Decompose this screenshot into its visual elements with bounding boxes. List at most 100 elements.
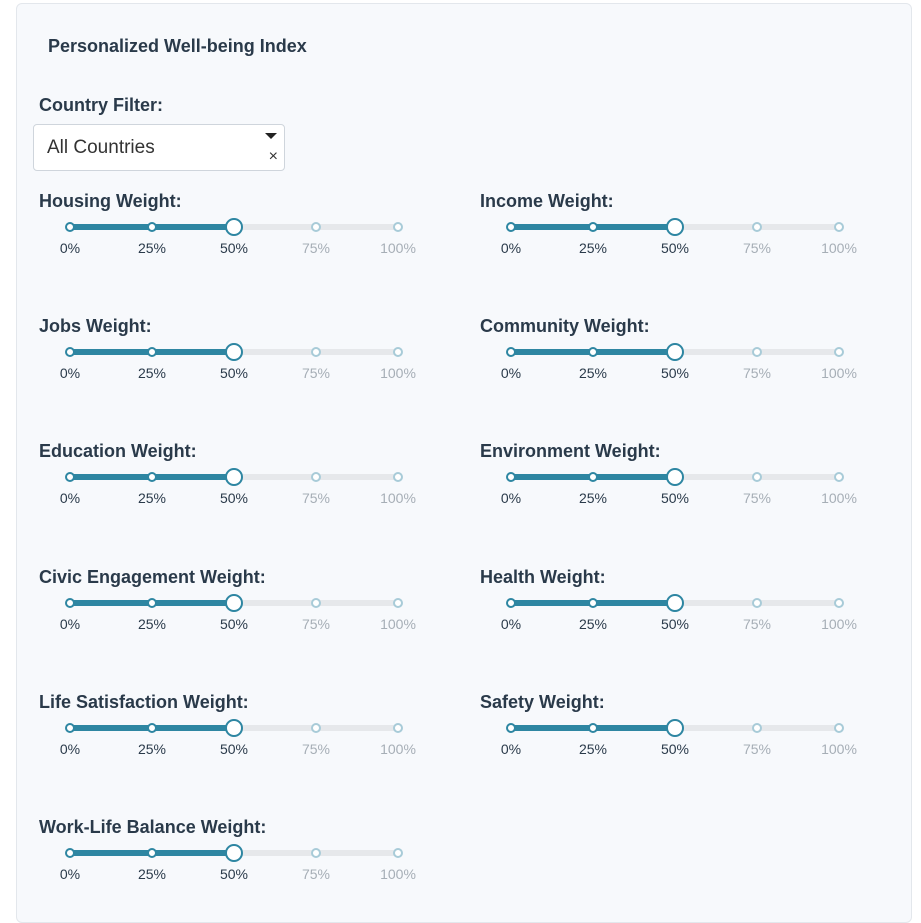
- slider-step-dot[interactable]: [588, 222, 598, 232]
- slider-step-dot[interactable]: [65, 848, 75, 858]
- slider-step-dot[interactable]: [393, 723, 403, 733]
- slider-handle[interactable]: [225, 719, 243, 737]
- slider-step-dot[interactable]: [147, 848, 157, 858]
- slider-label: Education Weight:: [39, 441, 197, 461]
- slider-handle[interactable]: [666, 343, 684, 361]
- slider-step-dot[interactable]: [393, 347, 403, 357]
- slider-track[interactable]: [65, 468, 403, 486]
- slider-label: Health Weight:: [480, 567, 606, 587]
- slider-mark-label: 25%: [137, 490, 167, 506]
- weight-slider[interactable]: Safety Weight: 0% 25% 50% 75% 100%: [480, 692, 880, 772]
- slider-step-dot[interactable]: [393, 472, 403, 482]
- slider-step-dot[interactable]: [588, 347, 598, 357]
- slider-mark-label: 0%: [500, 616, 522, 632]
- slider-step-dot[interactable]: [393, 222, 403, 232]
- slider-mark-label: 25%: [578, 240, 608, 256]
- slider-mark-label: 25%: [137, 365, 167, 381]
- slider-step-dot[interactable]: [393, 598, 403, 608]
- country-filter-dropdown[interactable]: All Countries ×: [33, 124, 285, 171]
- country-filter-value: All Countries: [47, 137, 155, 158]
- slider-step-dot[interactable]: [311, 848, 321, 858]
- slider-step-dot[interactable]: [311, 723, 321, 733]
- slider-step-dot[interactable]: [311, 347, 321, 357]
- slider-track[interactable]: [506, 343, 844, 361]
- weight-slider[interactable]: Life Satisfaction Weight: 0% 25% 50% 75% 100%: [39, 692, 439, 772]
- slider-mark-label: 0%: [59, 365, 81, 381]
- slider-step-dot[interactable]: [834, 723, 844, 733]
- caret-down-icon[interactable]: [265, 133, 277, 139]
- slider-track[interactable]: [506, 468, 844, 486]
- slider-step-dot[interactable]: [65, 222, 75, 232]
- slider-track[interactable]: [506, 594, 844, 612]
- slider-track[interactable]: [65, 343, 403, 361]
- slider-mark-label: 50%: [660, 365, 690, 381]
- slider-label: Community Weight:: [480, 316, 650, 336]
- slider-step-dot[interactable]: [588, 598, 598, 608]
- slider-step-dot[interactable]: [311, 598, 321, 608]
- weight-slider[interactable]: Education Weight: 0% 25% 50% 75% 100%: [39, 441, 439, 521]
- slider-mark-label: 100%: [380, 616, 416, 632]
- slider-mark-label: 75%: [301, 490, 331, 506]
- weight-slider[interactable]: Income Weight: 0% 25% 50% 75% 100%: [480, 191, 880, 271]
- slider-step-dot[interactable]: [506, 222, 516, 232]
- clear-icon[interactable]: ×: [268, 148, 278, 165]
- slider-step-dot[interactable]: [147, 723, 157, 733]
- slider-step-dot[interactable]: [588, 723, 598, 733]
- slider-step-dot[interactable]: [752, 472, 762, 482]
- slider-step-dot[interactable]: [147, 222, 157, 232]
- slider-handle[interactable]: [225, 468, 243, 486]
- slider-step-dot[interactable]: [752, 723, 762, 733]
- country-filter-label: Country Filter:: [39, 95, 163, 115]
- weight-slider[interactable]: Jobs Weight: 0% 25% 50% 75% 100%: [39, 316, 439, 396]
- slider-step-dot[interactable]: [752, 222, 762, 232]
- weight-slider[interactable]: Health Weight: 0% 25% 50% 75% 100%: [480, 567, 880, 647]
- slider-track[interactable]: [65, 218, 403, 236]
- slider-handle[interactable]: [666, 218, 684, 236]
- slider-handle[interactable]: [225, 594, 243, 612]
- slider-step-dot[interactable]: [506, 347, 516, 357]
- page-title: Personalized Well-being Index: [48, 36, 307, 56]
- weight-slider[interactable]: Civic Engagement Weight: 0% 25% 50% 75% 100%: [39, 567, 439, 647]
- slider-step-dot[interactable]: [65, 472, 75, 482]
- slider-step-dot[interactable]: [506, 472, 516, 482]
- slider-step-dot[interactable]: [147, 472, 157, 482]
- weight-slider[interactable]: Environment Weight: 0% 25% 50% 75% 100%: [480, 441, 880, 521]
- slider-mark-label: 50%: [219, 240, 249, 256]
- slider-step-dot[interactable]: [311, 472, 321, 482]
- slider-step-dot[interactable]: [311, 222, 321, 232]
- slider-step-dot[interactable]: [834, 347, 844, 357]
- slider-handle[interactable]: [225, 343, 243, 361]
- slider-track[interactable]: [65, 844, 403, 862]
- slider-handle[interactable]: [225, 218, 243, 236]
- slider-step-dot[interactable]: [65, 347, 75, 357]
- slider-handle[interactable]: [666, 719, 684, 737]
- slider-step-dot[interactable]: [834, 598, 844, 608]
- slider-handle[interactable]: [666, 468, 684, 486]
- slider-track[interactable]: [506, 218, 844, 236]
- slider-mark-label: 25%: [137, 616, 167, 632]
- slider-mark-label: 0%: [500, 490, 522, 506]
- slider-mark-label: 100%: [380, 365, 416, 381]
- slider-mark-label: 0%: [59, 866, 81, 882]
- slider-step-dot[interactable]: [506, 723, 516, 733]
- slider-handle[interactable]: [225, 844, 243, 862]
- slider-step-dot[interactable]: [752, 347, 762, 357]
- weight-slider[interactable]: Community Weight: 0% 25% 50% 75% 100%: [480, 316, 880, 396]
- slider-step-dot[interactable]: [147, 598, 157, 608]
- slider-step-dot[interactable]: [834, 472, 844, 482]
- slider-step-dot[interactable]: [65, 598, 75, 608]
- slider-handle[interactable]: [666, 594, 684, 612]
- slider-step-dot[interactable]: [65, 723, 75, 733]
- slider-step-dot[interactable]: [752, 598, 762, 608]
- slider-step-dot[interactable]: [393, 848, 403, 858]
- weight-slider[interactable]: Work-Life Balance Weight: 0% 25% 50% 75% 100%: [39, 817, 439, 897]
- slider-step-dot[interactable]: [588, 472, 598, 482]
- slider-track[interactable]: [65, 719, 403, 737]
- slider-step-dot[interactable]: [147, 347, 157, 357]
- weight-slider[interactable]: Housing Weight: 0% 25% 50% 75% 100%: [39, 191, 439, 271]
- slider-track[interactable]: [65, 594, 403, 612]
- slider-step-dot[interactable]: [834, 222, 844, 232]
- slider-step-dot[interactable]: [506, 598, 516, 608]
- slider-track[interactable]: [506, 719, 844, 737]
- slider-label: Income Weight:: [480, 191, 614, 211]
